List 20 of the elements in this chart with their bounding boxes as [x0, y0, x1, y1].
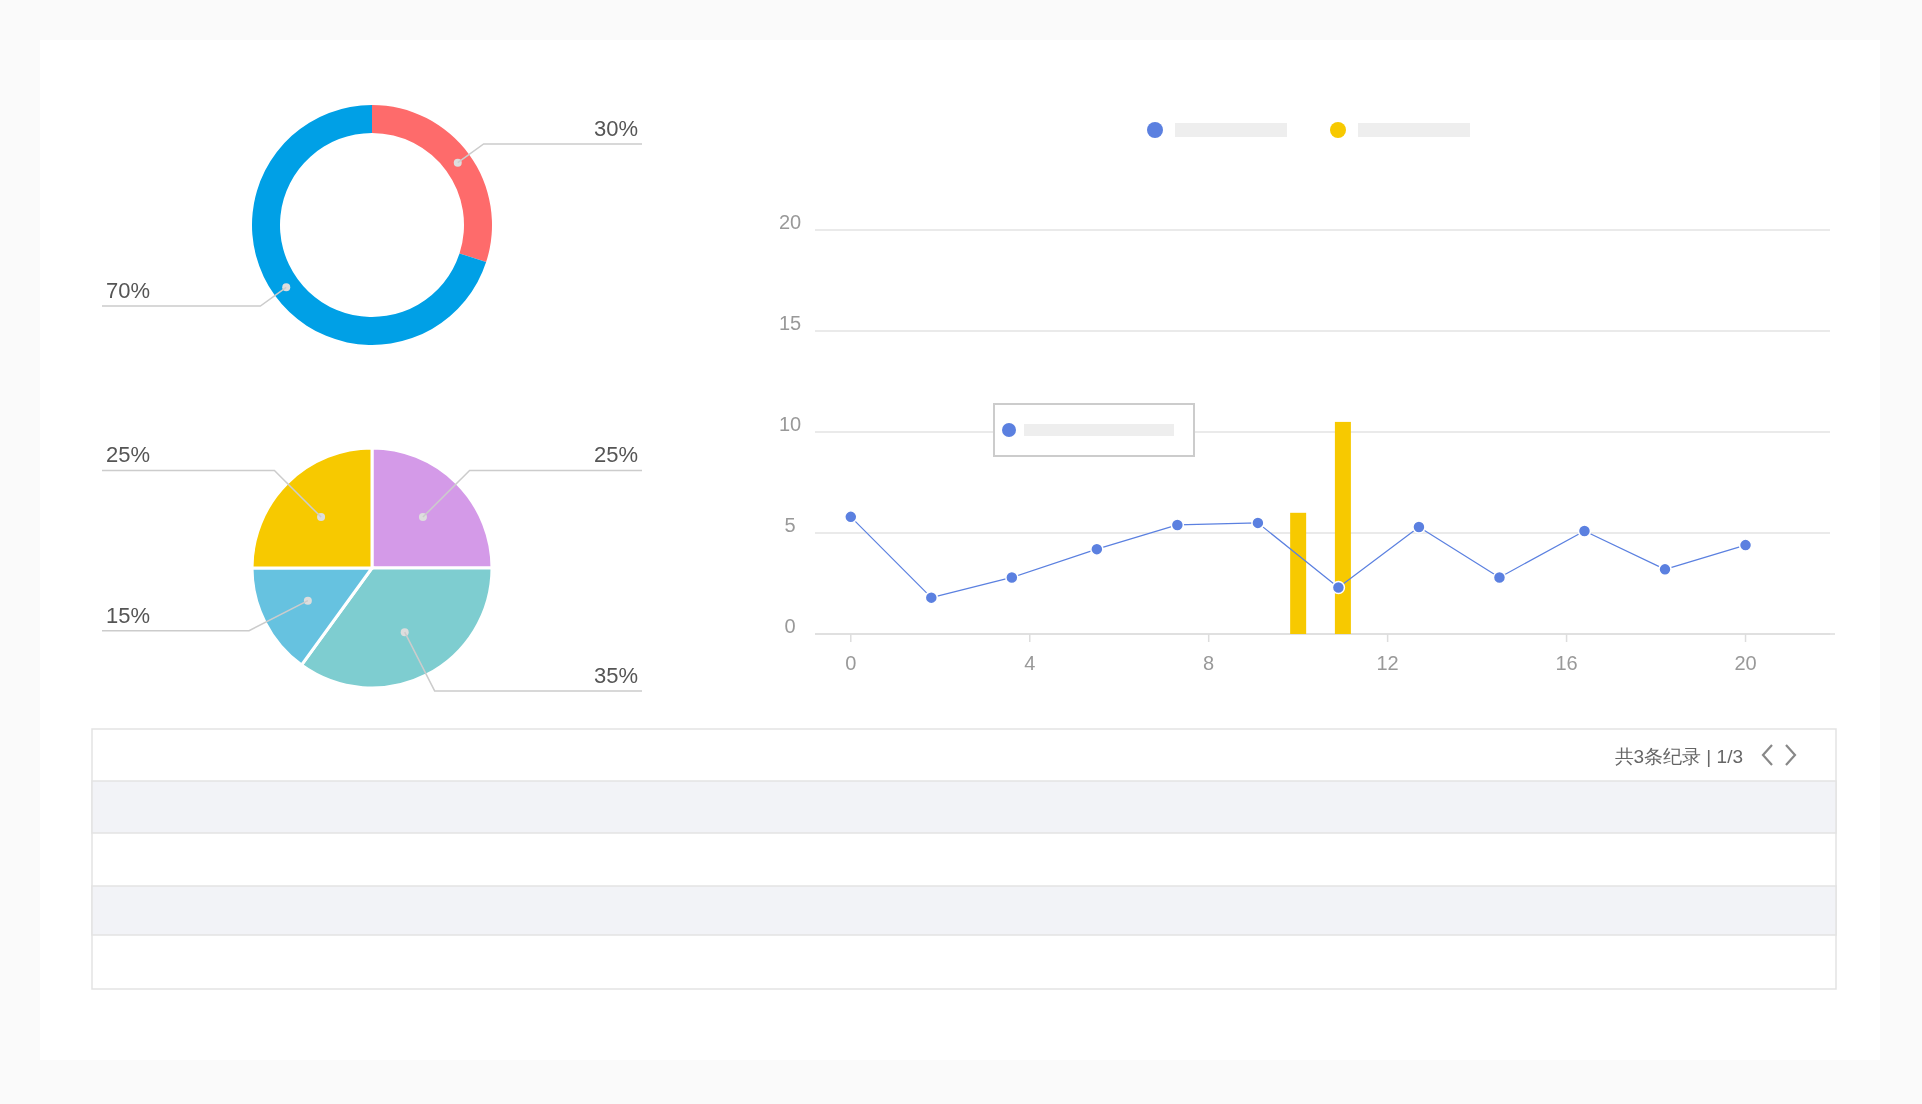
data-label: 35%	[593, 662, 638, 688]
y-tick-label: 10	[778, 413, 802, 435]
x-tick-label: 0	[845, 652, 857, 674]
y-tick-label: 0	[784, 615, 796, 637]
donut-slice	[252, 105, 487, 345]
x-tick-label: 20	[1734, 652, 1757, 674]
text: 共3条纪录 | 1/3	[1614, 746, 1743, 767]
data-label: 15%	[106, 602, 151, 628]
data-label: 25%	[106, 442, 151, 468]
y-tick-label: 20	[778, 211, 802, 233]
donut-slice	[372, 105, 492, 263]
x-tick-label: 12	[1376, 652, 1399, 674]
x-tick-label: 16	[1555, 652, 1578, 674]
y-tick-label: 15	[778, 312, 802, 334]
x-tick-label: 4	[1024, 652, 1036, 674]
data-label: 30%	[593, 115, 638, 141]
y-tick-label: 5	[784, 514, 796, 536]
data-label: 70%	[106, 278, 151, 304]
data-label: 25%	[593, 442, 638, 468]
x-tick-label: 8	[1203, 652, 1215, 674]
